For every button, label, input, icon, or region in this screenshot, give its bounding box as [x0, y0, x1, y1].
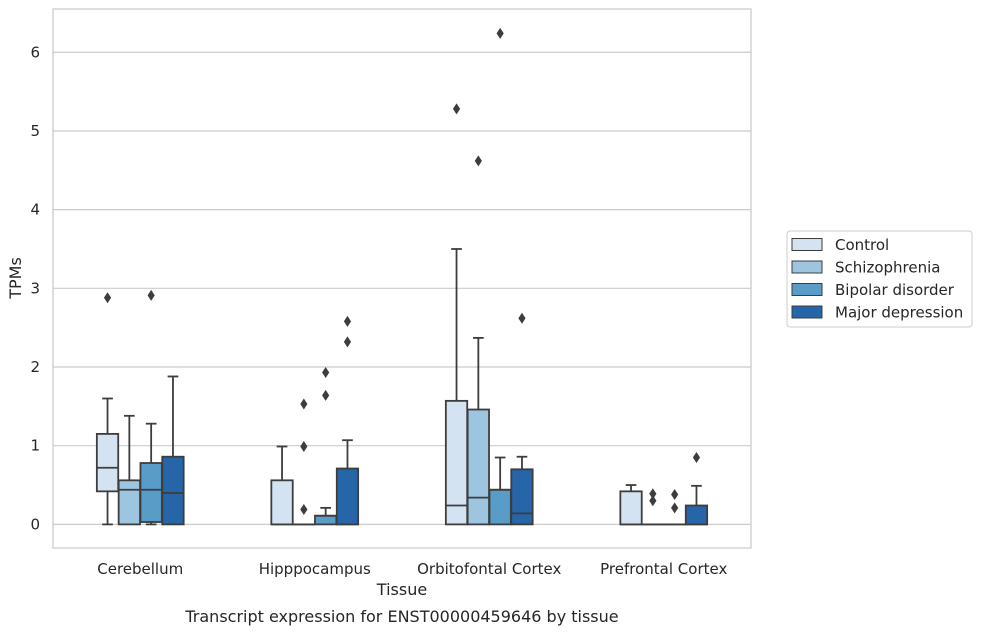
box-group: [314, 367, 338, 526]
box-group: [488, 27, 512, 526]
boxes: [95, 27, 709, 526]
legend: Control Schizophrenia Bipolar disorder Majo…: [786, 230, 973, 328]
outlier-point: [649, 495, 657, 507]
outlier-point: [300, 503, 308, 515]
box-group: [117, 414, 141, 526]
box-group: [444, 103, 469, 526]
box-group: [335, 315, 360, 526]
box: [161, 455, 185, 526]
y-tick-label: 1: [30, 437, 40, 455]
x-tick-label: Hipppocampus: [259, 560, 371, 578]
outlier-point: [103, 292, 112, 304]
y-tick-label: 6: [30, 43, 40, 61]
y-tick-label: 5: [30, 122, 40, 140]
legend-frame: [786, 230, 973, 328]
y-tick-label: 3: [30, 279, 40, 297]
x-axis-ticks: Cerebellum Hipppocampus Orbitofontal Corte…: [97, 560, 727, 578]
box: [684, 504, 709, 526]
outlier-point: [343, 336, 352, 348]
legend-swatch: [791, 260, 823, 274]
box-group: [466, 155, 490, 526]
plot-frame: [52, 8, 752, 549]
outlier-point: [671, 488, 679, 500]
legend-label: Major depression: [835, 304, 963, 322]
outlier-point: [474, 155, 482, 167]
legend-label: Control: [835, 236, 889, 254]
outlier-point: [649, 488, 657, 500]
outlier-point: [322, 389, 330, 401]
x-tick-label: Cerebellum: [97, 560, 183, 578]
outlier-point: [671, 502, 679, 514]
legend-swatch: [791, 238, 823, 251]
box: [619, 490, 643, 526]
box-group: [139, 289, 163, 526]
box-group: [292, 398, 316, 526]
outlier-point: [452, 103, 461, 115]
box-group: [619, 484, 643, 526]
box-group: [684, 452, 709, 526]
y-axis-ticks: 0 1 2 3 4 5 6: [30, 43, 40, 533]
box: [139, 462, 163, 523]
box: [510, 468, 534, 526]
box: [466, 408, 490, 526]
outlier-point: [343, 315, 352, 327]
outlier-point: [518, 312, 526, 324]
outlier-point: [147, 289, 155, 301]
box-group: [95, 292, 120, 526]
chart-caption: Transcript expression for ENST0000045964…: [184, 607, 618, 626]
legend-label: Schizophrenia: [835, 259, 940, 277]
box-group: [510, 312, 534, 526]
outlier-point: [322, 367, 330, 379]
outlier-point: [496, 27, 504, 39]
legend-label: Bipolar disorder: [835, 281, 955, 299]
box: [335, 467, 360, 526]
box-group: [270, 445, 294, 526]
x-axis-label: Tissue: [376, 580, 427, 599]
box: [488, 488, 512, 526]
x-tick-label: Orbitofontal Cortex: [417, 560, 561, 578]
box-group: [663, 488, 687, 526]
legend-swatch: [791, 283, 823, 296]
box: [314, 514, 338, 526]
y-axis-label: TPMs: [6, 257, 25, 300]
legend-swatch: [791, 305, 823, 319]
y-tick-label: 0: [30, 515, 40, 533]
y-tick-label: 4: [30, 201, 40, 219]
outlier-point: [300, 398, 308, 410]
y-tick-label: 2: [30, 358, 40, 376]
outlier-point: [300, 440, 308, 452]
box: [117, 479, 141, 526]
box-group: [161, 375, 185, 526]
box-group: [641, 488, 665, 526]
x-tick-label: Prefrontal Cortex: [600, 560, 727, 578]
gridlines: [53, 51, 751, 525]
box: [95, 433, 120, 493]
box: [270, 479, 294, 526]
outlier-point: [692, 452, 701, 464]
